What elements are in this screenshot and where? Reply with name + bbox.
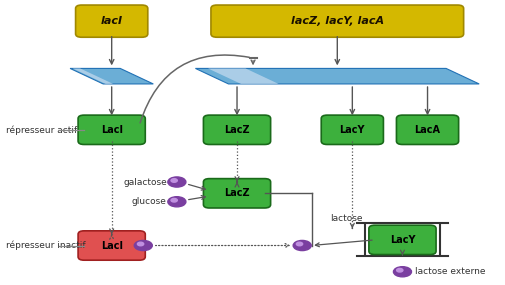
- Circle shape: [168, 177, 185, 187]
- Circle shape: [296, 242, 302, 246]
- Circle shape: [396, 268, 402, 272]
- Circle shape: [393, 267, 411, 277]
- FancyBboxPatch shape: [75, 5, 147, 37]
- FancyBboxPatch shape: [203, 115, 270, 144]
- FancyBboxPatch shape: [78, 115, 145, 144]
- FancyBboxPatch shape: [78, 231, 145, 260]
- Circle shape: [168, 197, 185, 207]
- FancyBboxPatch shape: [203, 179, 270, 208]
- Text: lacI: lacI: [100, 16, 123, 26]
- Text: glucose: glucose: [132, 197, 167, 206]
- Text: lactose: lactose: [329, 214, 362, 223]
- Polygon shape: [72, 68, 113, 84]
- Polygon shape: [208, 68, 278, 84]
- FancyArrowPatch shape: [140, 55, 249, 123]
- FancyBboxPatch shape: [211, 5, 463, 37]
- Text: répresseur actif: répresseur actif: [7, 125, 77, 135]
- Text: LacZ: LacZ: [224, 188, 249, 198]
- FancyBboxPatch shape: [396, 115, 458, 144]
- Circle shape: [134, 241, 152, 251]
- Circle shape: [137, 242, 143, 246]
- Text: LacI: LacI: [100, 125, 122, 135]
- FancyBboxPatch shape: [321, 115, 383, 144]
- Text: galactose: galactose: [123, 178, 167, 186]
- Polygon shape: [70, 68, 153, 84]
- Polygon shape: [195, 68, 478, 84]
- Text: lacZ, lacY, lacA: lacZ, lacY, lacA: [290, 16, 383, 26]
- Circle shape: [292, 241, 311, 251]
- Text: répresseur inactif: répresseur inactif: [7, 241, 86, 250]
- FancyBboxPatch shape: [368, 225, 435, 255]
- Circle shape: [171, 198, 177, 202]
- Circle shape: [171, 179, 177, 182]
- Text: LacI: LacI: [100, 241, 122, 251]
- Text: lactose externe: lactose externe: [414, 267, 484, 276]
- Text: LacZ: LacZ: [224, 125, 249, 135]
- Text: LacY: LacY: [339, 125, 365, 135]
- Text: LacY: LacY: [389, 235, 415, 245]
- Text: LacA: LacA: [414, 125, 440, 135]
